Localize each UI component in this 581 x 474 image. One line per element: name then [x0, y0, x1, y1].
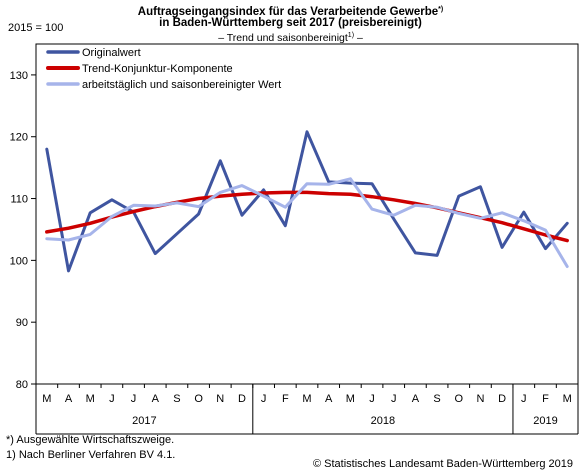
footnote-2: 1) Nach Berliner Verfahren BV 4.1.: [6, 449, 176, 461]
x-tick-label: O: [454, 393, 463, 405]
x-tick-label: S: [433, 393, 440, 405]
y-tick-label: 90: [16, 317, 28, 329]
y-tick-label: 100: [10, 255, 28, 267]
year-label: 2017: [132, 415, 156, 427]
year-label: 2019: [533, 415, 557, 427]
x-tick-label: J: [261, 393, 267, 405]
plot-frame: [35, 43, 579, 385]
x-tick-label: F: [542, 393, 549, 405]
x-tick-label: D: [238, 393, 246, 405]
chart-subtitle: – Trend und saisonbereinigt1) –: [218, 32, 363, 44]
year-label: 2018: [371, 415, 395, 427]
legend-label: Trend-Konjunktur-Komponente: [82, 63, 233, 75]
y-axis-title: 2015 = 100: [8, 22, 64, 34]
x-tick-label: O: [194, 393, 203, 405]
x-tick-label: M: [346, 393, 355, 405]
chart-title-line2: in Baden-Württemberg seit 2017 (preisber…: [159, 17, 422, 29]
x-tick-label: N: [476, 393, 484, 405]
series-line-3: [45, 177, 569, 268]
x-tick-label: S: [173, 393, 180, 405]
x-tick-label: F: [282, 393, 289, 405]
x-tick-label: M: [86, 393, 95, 405]
x-tick-label: J: [369, 393, 375, 405]
y-tick-label: 120: [10, 132, 28, 144]
legend-label: arbeitstäglich und saisonbereinigter Wer…: [82, 79, 281, 91]
x-tick-label: A: [412, 393, 420, 405]
title-footnote-mark: *): [438, 6, 444, 13]
x-tick-label: M: [563, 393, 572, 405]
y-tick-label: 80: [16, 379, 28, 391]
x-tick-label: J: [391, 393, 397, 405]
x-tick-label: N: [216, 393, 224, 405]
x-tick-label: D: [498, 393, 506, 405]
series-line-1: [45, 130, 569, 273]
x-tick-label: J: [521, 393, 527, 405]
legend-label: Originalwert: [82, 47, 141, 59]
x-tick-label: M: [302, 393, 311, 405]
x-tick-label: J: [131, 393, 137, 405]
source-note: © Statistisches Landesamt Baden-Württemb…: [312, 458, 573, 470]
x-tick-label: A: [152, 393, 160, 405]
x-tick-label: A: [325, 393, 333, 405]
subtitle-footnote-mark: 1): [347, 32, 355, 39]
footnote-1: *) Ausgewählte Wirtschaftszweige.: [6, 434, 175, 446]
x-tick-label: M: [42, 393, 51, 405]
chart-title-line1: Auftragseingangsindex für das Verarbeite…: [137, 6, 444, 18]
x-tick-label: A: [65, 393, 73, 405]
y-tick-label: 110: [10, 194, 28, 206]
y-tick-label: 130: [10, 70, 28, 82]
x-tick-label: J: [109, 393, 115, 405]
